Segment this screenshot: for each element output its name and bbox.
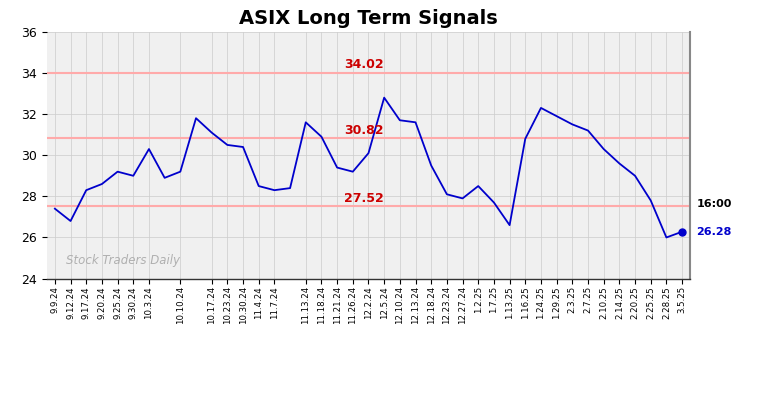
Title: ASIX Long Term Signals: ASIX Long Term Signals bbox=[239, 8, 498, 27]
Text: 30.82: 30.82 bbox=[344, 124, 383, 137]
Text: 26.28: 26.28 bbox=[696, 227, 731, 238]
Point bbox=[676, 228, 688, 235]
Text: Stock Traders Daily: Stock Traders Daily bbox=[67, 254, 180, 267]
Text: 34.02: 34.02 bbox=[344, 58, 384, 71]
Text: 16:00: 16:00 bbox=[696, 199, 731, 209]
Text: 27.52: 27.52 bbox=[344, 192, 384, 205]
